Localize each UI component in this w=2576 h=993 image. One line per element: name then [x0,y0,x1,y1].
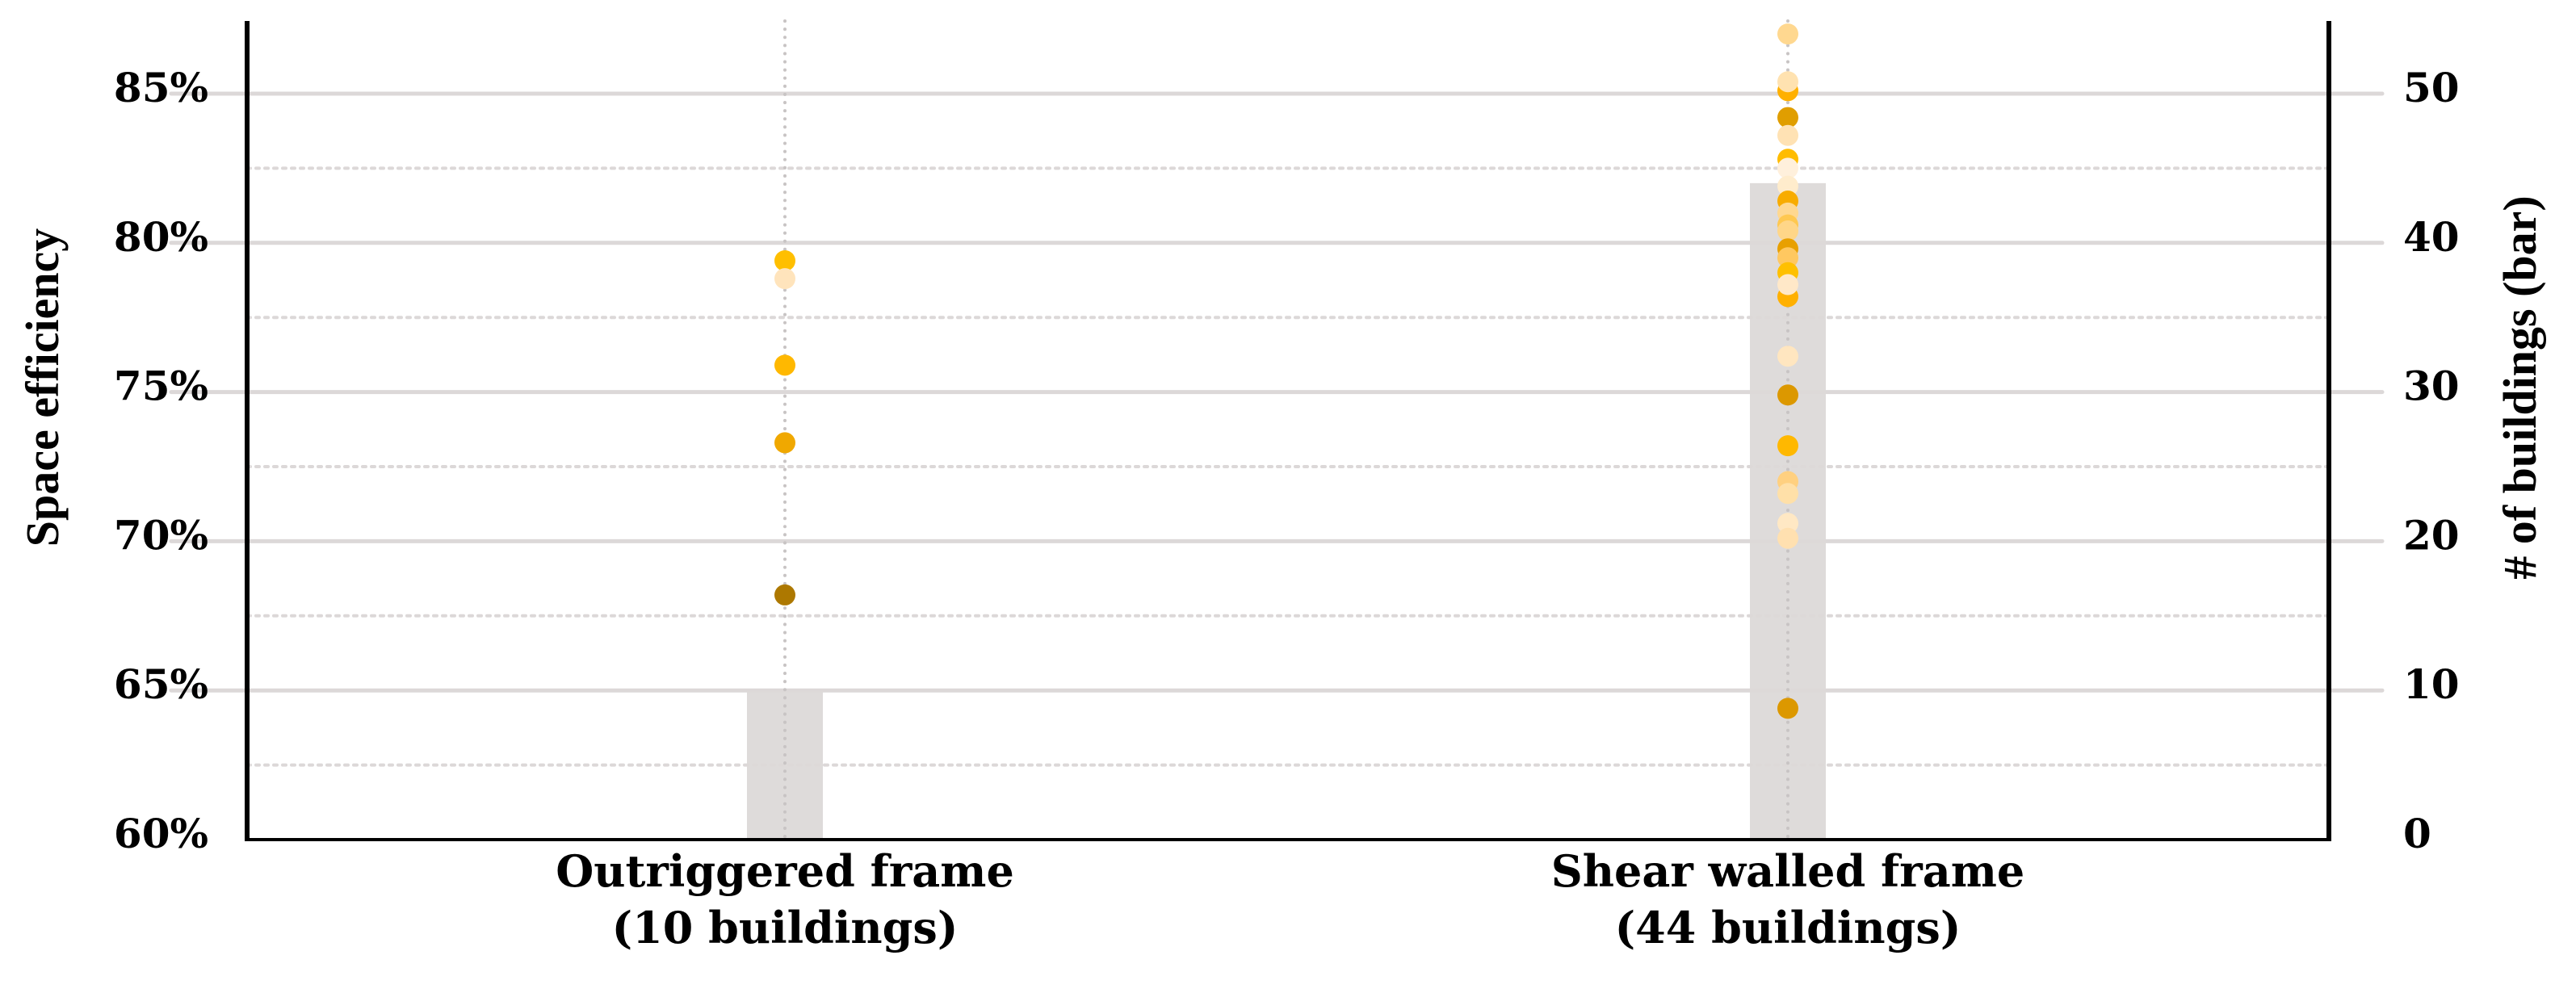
category-guides [783,19,1789,841]
points [774,23,1798,719]
y-tick-label: 65% [114,660,208,708]
data-point [1777,435,1798,457]
y-tick-label: 70% [114,511,208,559]
data-point [1777,71,1798,93]
data-point [774,584,795,605]
y-axis-title: Space efficiency [16,228,69,547]
data-point [1777,124,1798,146]
gridlines [169,91,2385,767]
y2-ticks: 0 10 20 30 40 50 [2403,64,2460,857]
bars [747,182,1826,840]
data-point [1777,247,1798,269]
data-point [1777,346,1798,367]
data-point [1777,157,1798,179]
y2-tick-label: 30 [2403,362,2460,410]
data-point [1777,527,1798,549]
y-ticks: 60% 65% 70% 75% 80% 85% [114,64,208,857]
data-point [774,432,795,454]
category-label: Shear walled frame [1551,845,2024,897]
y-tick-label: 60% [114,810,208,857]
data-point [774,354,795,376]
y-tick-label: 80% [114,213,208,261]
category-labels: Outriggered frame(10 buildings) Shear wal… [556,845,2024,953]
y-tick-label: 75% [114,362,208,410]
y2-tick-label: 0 [2403,810,2431,857]
data-point [1777,384,1798,406]
y2-tick-label: 20 [2403,511,2460,559]
y-tick-label: 85% [114,64,208,111]
data-point [1777,483,1798,505]
data-point [1777,220,1798,242]
data-point [774,268,795,290]
data-point [1777,274,1798,295]
category-sublabel: (44 buildings) [1615,902,1961,953]
data-point [1777,698,1798,719]
y2-tick-label: 50 [2403,64,2460,111]
data-point [774,249,795,271]
data-point [1777,513,1798,534]
y2-tick-label: 40 [2403,213,2460,261]
data-point [1777,175,1798,197]
category-sublabel: (10 buildings) [612,902,959,953]
data-point [1777,23,1798,45]
data-point [1777,107,1798,128]
category-label: Outriggered frame [556,845,1014,897]
y2-axis-title: # of buildings (bar) [2494,195,2546,579]
y2-tick-label: 10 [2403,660,2460,708]
